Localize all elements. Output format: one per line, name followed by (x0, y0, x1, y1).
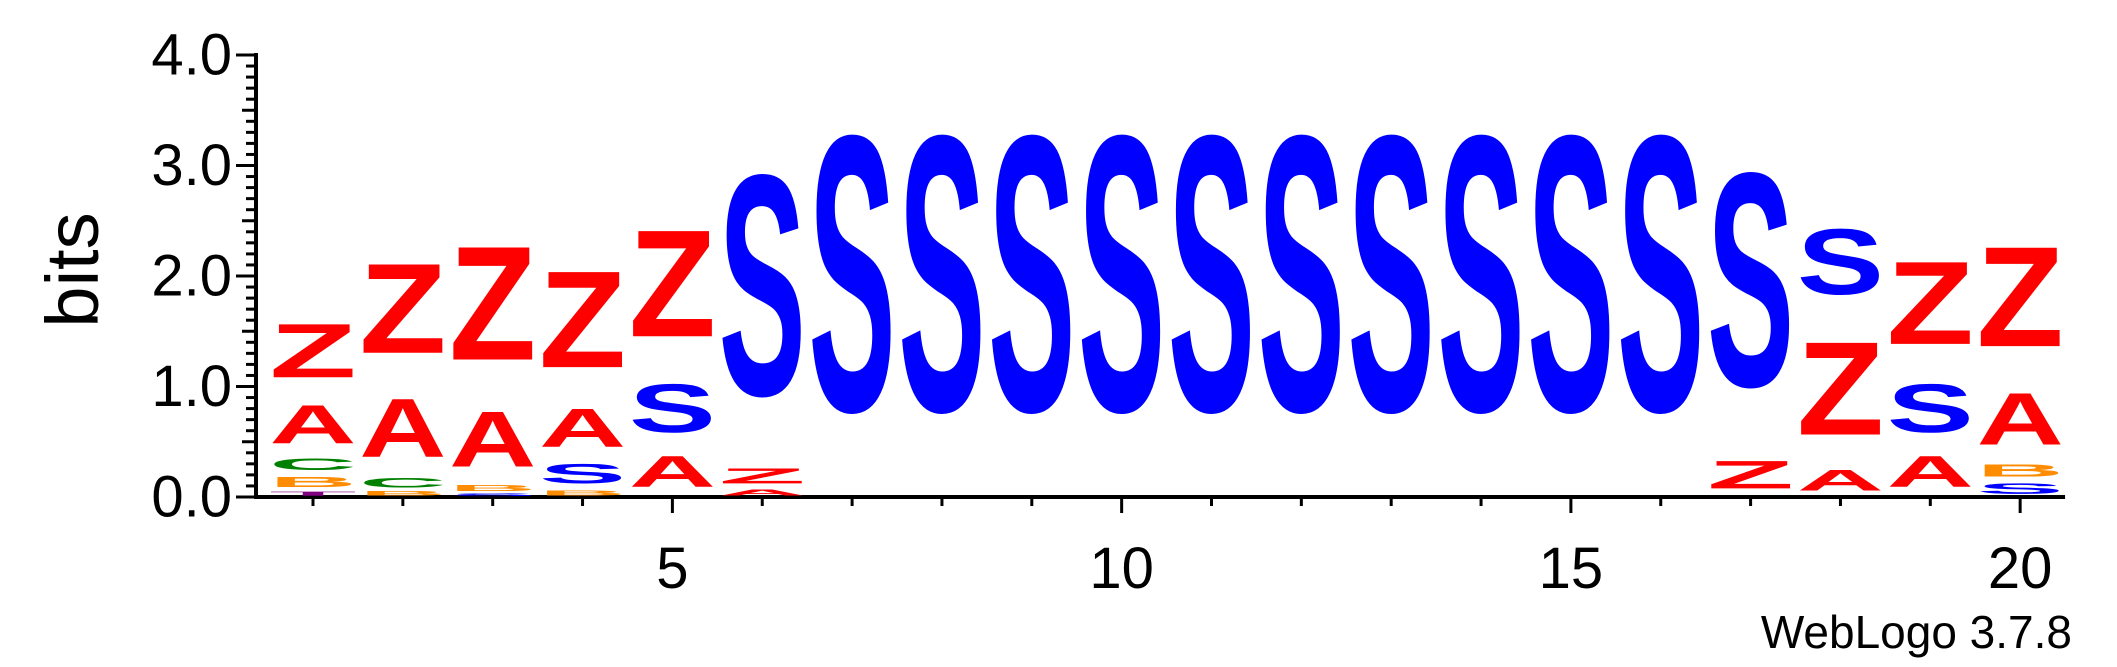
logo-letter: C (359, 475, 446, 490)
logo-stack: S (809, 54, 896, 494)
logo-letter: S (1258, 54, 1345, 494)
logo-letter: Z (449, 213, 536, 395)
logo-letter: S (1797, 210, 1884, 315)
logo-stack: ASZ (1887, 236, 1974, 497)
x-tick-label: 20 (1988, 536, 2053, 601)
logo-letter: S (898, 54, 985, 494)
y-tick-label: 0.0 (151, 465, 232, 530)
logo-letter: S (1348, 54, 1435, 494)
logo-letter: Z (1797, 315, 1884, 464)
logo-letter: S (629, 370, 716, 447)
logo-stack: S (1527, 54, 1614, 494)
logo-letter: A (719, 488, 806, 497)
y-axis-label: bits (31, 212, 114, 327)
logo-stack: ZS (1707, 109, 1794, 497)
y-tick-label: 2.0 (151, 244, 232, 309)
logo-letter: S (809, 54, 896, 494)
logo-letter: Z (719, 464, 806, 488)
logo-stack: S (1078, 54, 1165, 494)
logo-stack: ASZ (629, 199, 716, 497)
logo-letter: B (449, 484, 536, 493)
logo-letter: B (359, 490, 446, 497)
logo-letter: Z (1707, 453, 1794, 497)
logo-stack: S (1168, 54, 1255, 494)
x-tick-label: 5 (656, 536, 688, 601)
logo-letter: S (719, 110, 806, 463)
y-tick-label: 3.0 (151, 133, 232, 198)
logo-letter: S (1078, 54, 1165, 494)
y-axis: 0.0 1.0 2.0 3.0 4.0 (151, 23, 258, 530)
logo-letter: Z (1887, 236, 1974, 369)
logo-stack: S (1437, 54, 1524, 494)
x-tick-label: 10 (1089, 536, 1154, 601)
weblogo-version-label: WebLogo 3.7.8 (1761, 606, 2072, 658)
x-axis: 5 10 15 20 (256, 495, 2066, 601)
logo-letter: C (269, 455, 356, 474)
logo-letter: Z (359, 236, 446, 380)
logo-letter: A (1977, 378, 2064, 461)
logo-letter: B (269, 474, 356, 491)
logo-letter: S (1527, 54, 1614, 494)
logo-letter: A (1797, 464, 1884, 497)
logo-stack: S (988, 54, 1075, 494)
logo-letter: A (449, 395, 536, 483)
y-tick-label: 1.0 (151, 354, 232, 419)
logo-letter: S (1887, 370, 1974, 447)
y-tick-label: 4.0 (151, 23, 232, 88)
logo-letter: S (988, 54, 1075, 494)
logo-letter: A (629, 448, 716, 497)
logo-stack: S (1617, 54, 1704, 494)
logo-stack: AZS (719, 110, 806, 497)
logo-letter: A (269, 394, 356, 455)
logo-letter: S (1977, 480, 2064, 497)
logo-stack: S (1258, 54, 1345, 494)
logo-letter: A (539, 397, 626, 458)
logo-letter: S (1168, 54, 1255, 494)
logo-stack: S (1348, 54, 1435, 494)
x-tick-label: 15 (1539, 536, 1604, 601)
logo-stack: S (898, 54, 985, 494)
logo-letter: S (449, 493, 536, 497)
logo-letter: S (1437, 54, 1524, 494)
logo-letter: A (1887, 448, 1974, 497)
logo-letter: Z (539, 242, 626, 396)
logo-stack: AZS (1797, 210, 1884, 497)
logo-letter: Z (629, 199, 716, 370)
logo-letter: S (539, 459, 626, 490)
logo-letter: A (359, 381, 446, 475)
logo-letter: B (539, 489, 626, 497)
logo-letter: Z (269, 308, 356, 394)
logo-letter: B (1977, 461, 2064, 481)
logo-letter: S (1707, 109, 1794, 451)
logo-letter: Z (1977, 218, 2064, 377)
logo-letter: S (1617, 54, 1704, 494)
logo-letter: T (269, 490, 356, 497)
